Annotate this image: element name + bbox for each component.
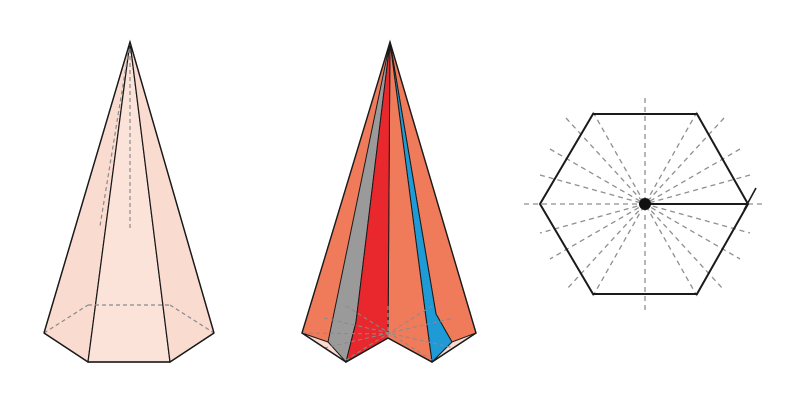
axis-diag-5 <box>565 117 725 291</box>
hexagon-panel <box>524 98 766 310</box>
pyramid-outline <box>43 39 215 334</box>
pyramid-base-front-edge <box>43 332 215 363</box>
wedge-outline <box>301 39 477 334</box>
pyramid-hidden-edges <box>43 41 215 334</box>
wedge-pyramid-panel <box>300 39 478 364</box>
axis-diag-6 <box>565 117 725 291</box>
center-dot <box>639 198 651 210</box>
wedge-hidden-edges <box>301 305 455 361</box>
pyramid-panel <box>43 39 215 364</box>
wedge-base-front-edge <box>301 332 477 363</box>
